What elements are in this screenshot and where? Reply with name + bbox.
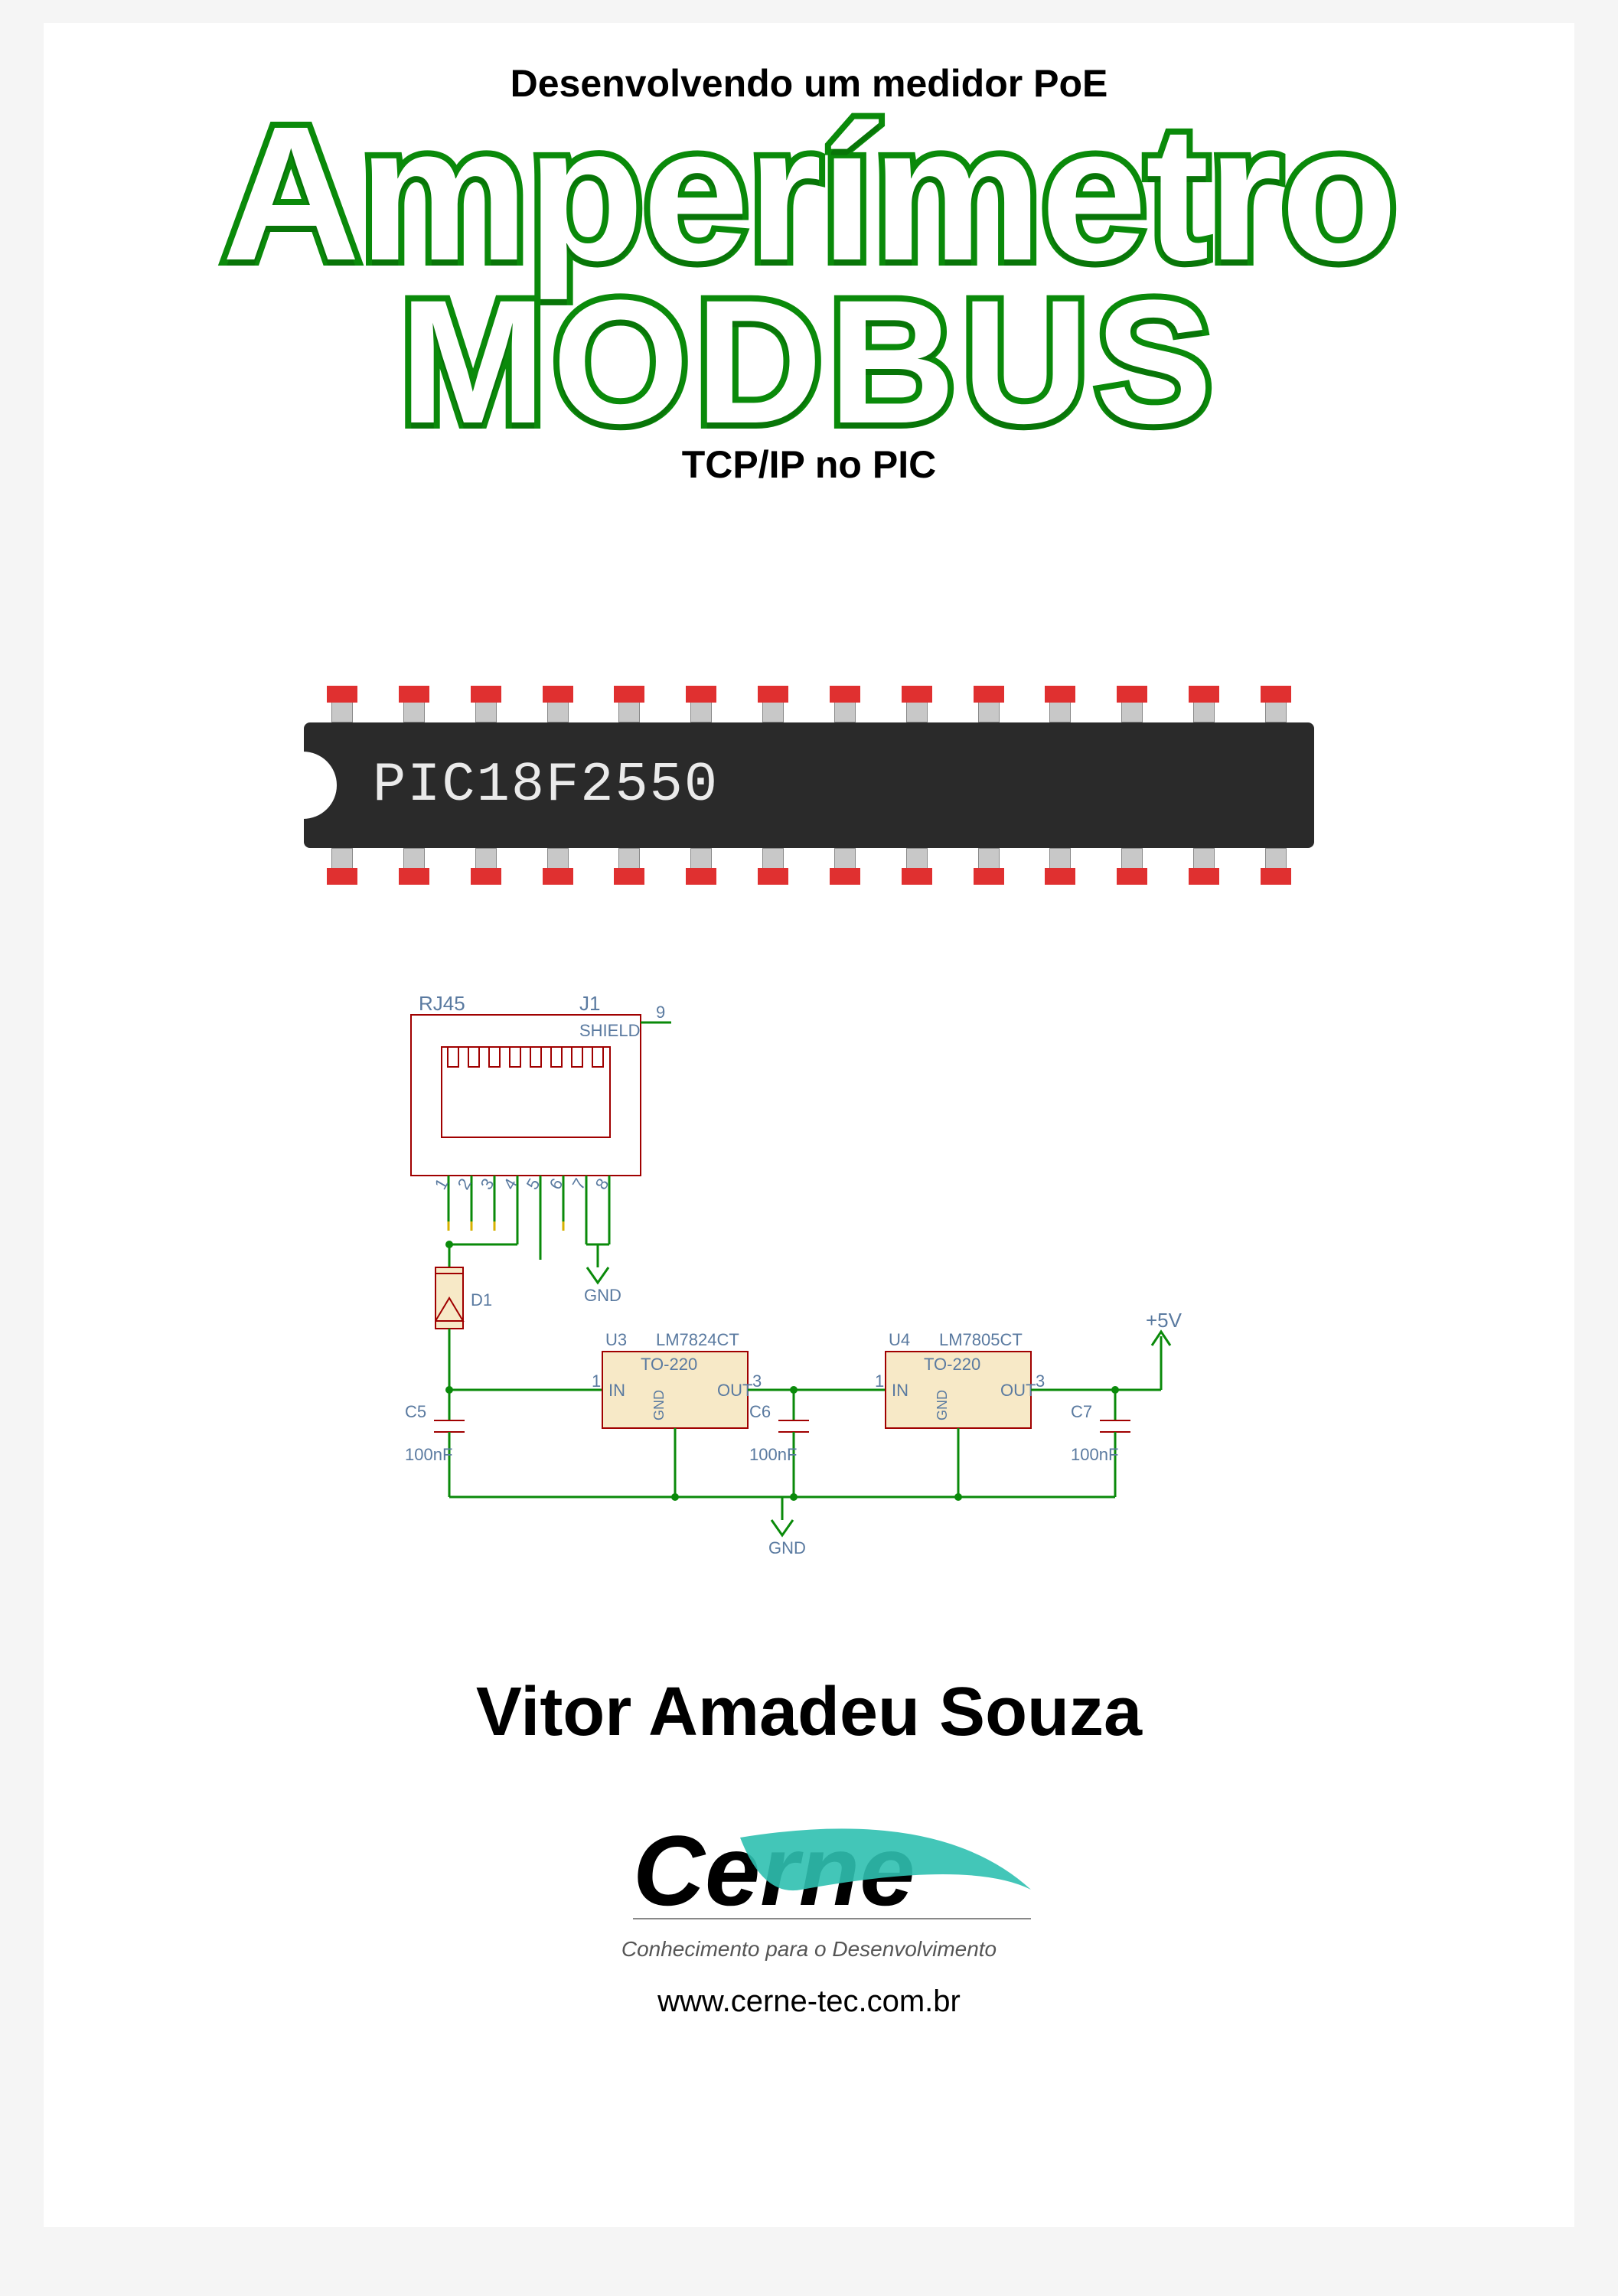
c5-val: 100nF [405, 1445, 452, 1464]
chip-pins-top [327, 686, 1291, 722]
title-word-1: Amperímetro [222, 98, 1396, 289]
u4-pkg: TO-220 [924, 1355, 980, 1374]
chip-pin [543, 686, 573, 722]
chip-pin [614, 686, 644, 722]
diode-ref: D1 [471, 1290, 492, 1309]
subtitle: TCP/IP no PIC [682, 442, 936, 487]
u3-pkg: TO-220 [641, 1355, 697, 1374]
gnd-label-1: GND [584, 1286, 621, 1305]
title-word-2: MODBUS [400, 274, 1218, 450]
chip-pin [830, 848, 860, 885]
u4-ref: U4 [889, 1330, 910, 1349]
chip-pin [1117, 686, 1147, 722]
u3-pin1: 1 [592, 1371, 601, 1391]
u3-out: OUT [717, 1381, 752, 1400]
chip-pin [543, 848, 573, 885]
chip-pin [471, 848, 501, 885]
u3-gnd: GND [651, 1390, 667, 1420]
u4-part: LM7805CT [939, 1330, 1023, 1349]
u4-gnd: GND [935, 1390, 950, 1420]
c6-val: 100nF [749, 1445, 797, 1464]
rj45-name: RJ45 [419, 992, 465, 1015]
chip-pin [974, 848, 1004, 885]
chip-label: PIC18F2550 [373, 754, 719, 817]
chip-pins-bottom [327, 848, 1291, 885]
chip-pin [974, 686, 1004, 722]
chip-pin [1261, 686, 1291, 722]
logo-tagline: Conhecimento para o Desenvolvimento [621, 1937, 997, 1962]
c6-ref: C6 [749, 1402, 771, 1421]
rj45-shield-pin: 9 [656, 1003, 665, 1022]
chip-body: PIC18F2550 [304, 722, 1314, 848]
chip-pin [686, 686, 716, 722]
publisher-logo: Cerne Conhecimento para o Desenvolviment… [541, 1813, 1077, 2019]
u3-pin3: 3 [752, 1371, 762, 1391]
schematic-diagram: RJ45 J1 SHIELD 9 12345678 GND [350, 992, 1268, 1558]
u3-ref: U3 [605, 1330, 627, 1349]
c7-ref: C7 [1071, 1402, 1092, 1421]
chip-pin [399, 686, 429, 722]
chip-pin [1045, 848, 1075, 885]
chip-pin [399, 848, 429, 885]
rj45-ref: J1 [579, 992, 600, 1015]
vout-label: +5V [1146, 1309, 1183, 1332]
u3-in: IN [608, 1381, 625, 1400]
chip-illustration: PIC18F2550 [304, 686, 1314, 885]
chip-pin [758, 686, 788, 722]
chip-pin [1117, 848, 1147, 885]
chip-pin [1189, 686, 1219, 722]
u4-pin1: 1 [875, 1371, 884, 1391]
gnd-label-2: GND [768, 1538, 806, 1557]
chip-pin [902, 686, 932, 722]
chip-pin [327, 686, 357, 722]
chip-pin [686, 848, 716, 885]
c7-val: 100nF [1071, 1445, 1118, 1464]
chip-pin [1261, 848, 1291, 885]
chip-pin [327, 848, 357, 885]
chip-notch [303, 752, 337, 819]
chip-pin [1045, 686, 1075, 722]
logo-url: www.cerne-tec.com.br [657, 1985, 961, 2019]
rj45-shield-label: SHIELD [579, 1021, 640, 1040]
u4-out: OUT [1000, 1381, 1036, 1400]
chip-pin [830, 686, 860, 722]
author-name: Vitor Amadeu Souza [476, 1673, 1142, 1752]
chip-pin [758, 848, 788, 885]
chip-pin [471, 686, 501, 722]
book-cover-page: Desenvolvendo um medidor PoE Amperímetro… [44, 23, 1574, 2227]
u3-part: LM7824CT [656, 1330, 739, 1349]
u4-in: IN [892, 1381, 908, 1400]
chip-pin [902, 848, 932, 885]
u4-pin3: 3 [1036, 1371, 1045, 1391]
chip-pin [614, 848, 644, 885]
c5-ref: C5 [405, 1402, 426, 1421]
chip-pin [1189, 848, 1219, 885]
